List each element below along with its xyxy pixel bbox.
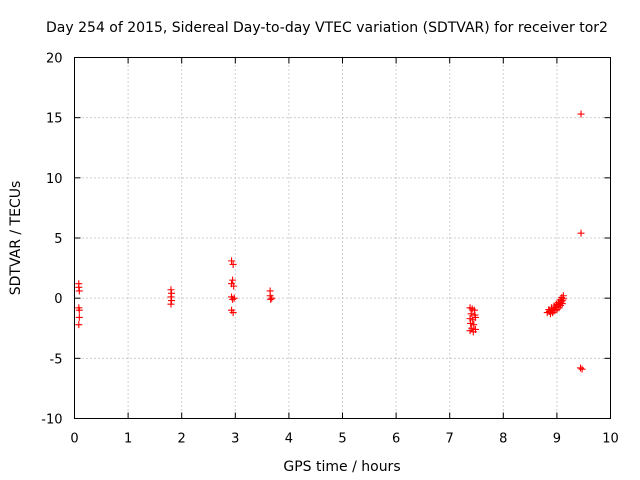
y-axis-label: SDTVAR / TECUs <box>8 181 24 296</box>
x-tick-label: 0 <box>70 432 78 447</box>
data-point <box>229 276 237 284</box>
y-tick-labels: -10 -5 0 5 10 15 20 <box>41 52 62 428</box>
data-points <box>75 110 586 373</box>
data-point <box>167 300 175 308</box>
y-tick-label: 0 <box>54 292 62 307</box>
x-tick-label: 3 <box>231 432 239 447</box>
data-point <box>577 229 585 237</box>
data-point <box>578 365 586 373</box>
data-point <box>228 257 236 265</box>
data-point <box>576 364 584 372</box>
chart-title: Day 254 of 2015, Sidereal Day-to-day VTE… <box>46 20 608 36</box>
data-point <box>75 287 83 295</box>
data-point <box>467 310 475 318</box>
data-point <box>75 306 83 314</box>
grid-lines <box>74 57 611 419</box>
x-tick-label: 10 <box>602 432 619 447</box>
x-tick-label: 5 <box>338 432 346 447</box>
x-tick-label: 4 <box>285 432 293 447</box>
data-point <box>75 313 83 321</box>
x-tick-label: 6 <box>392 432 400 447</box>
x-tick-label: 9 <box>553 432 561 447</box>
data-point <box>559 292 567 300</box>
data-point <box>230 282 238 290</box>
data-point <box>471 313 479 321</box>
data-point <box>577 110 585 118</box>
data-point <box>75 321 83 329</box>
y-tick-label: 10 <box>46 172 63 187</box>
y-tick-label: 5 <box>54 232 62 247</box>
y-tick-label: 15 <box>46 112 63 127</box>
data-point <box>558 300 566 308</box>
data-point <box>230 294 238 302</box>
data-point <box>229 309 237 317</box>
data-point <box>467 319 475 327</box>
x-tick-label: 1 <box>124 432 132 447</box>
data-point <box>268 294 276 302</box>
data-point <box>229 295 237 303</box>
x-tick-label: 2 <box>178 432 186 447</box>
axis-ticks <box>74 57 611 419</box>
y-tick-label: 20 <box>46 52 63 67</box>
y-tick-label: -5 <box>50 352 63 367</box>
x-tick-label: 8 <box>499 432 507 447</box>
data-point <box>229 260 237 268</box>
data-point <box>558 294 566 302</box>
data-point <box>471 325 479 333</box>
data-point <box>470 321 478 329</box>
x-tick-labels: 0 1 2 3 4 5 6 7 8 9 10 <box>70 432 618 447</box>
data-point <box>267 295 275 303</box>
y-tick-label: -10 <box>41 413 62 428</box>
x-axis-label: GPS time / hours <box>283 459 400 475</box>
data-point <box>466 327 474 335</box>
x-tick-label: 7 <box>446 432 454 447</box>
